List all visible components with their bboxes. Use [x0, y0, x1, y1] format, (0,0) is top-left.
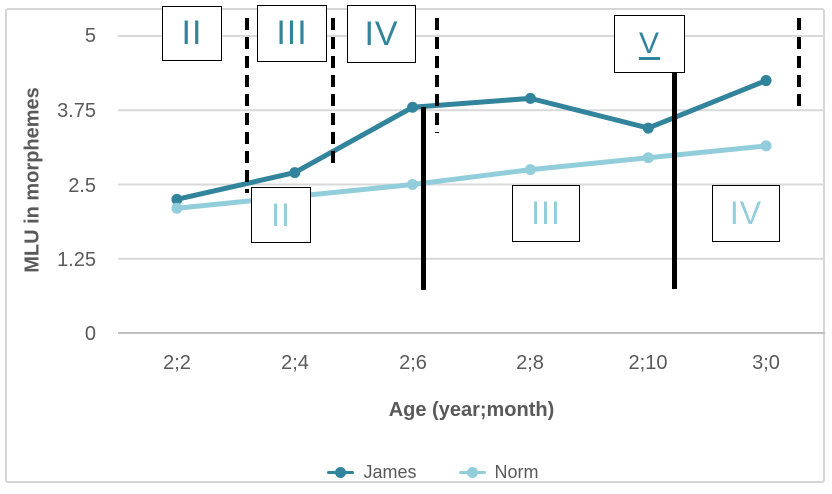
- norm-stage-label: III: [531, 195, 561, 231]
- legend-label-norm: Norm: [494, 462, 539, 482]
- y-tick-label-5: 5: [84, 25, 96, 47]
- y-tick-label-1-25: 1.25: [57, 249, 96, 271]
- x-axis-title: Age (year;month): [388, 399, 555, 421]
- norm-stage-box-ii: II: [251, 187, 311, 243]
- legend-item-norm[interactable]: Norm: [458, 462, 539, 482]
- james-stage-label: V: [638, 27, 660, 60]
- y-tick-label-2-5: 2.5: [68, 175, 96, 197]
- legend-label-james: James: [363, 462, 417, 482]
- james-stage-box-iii: III: [257, 5, 327, 62]
- james-stage-label: II: [181, 14, 203, 52]
- y-tick-label-3-75: 3.75: [57, 100, 96, 122]
- x-tick-label-2-8: 2;8: [516, 352, 544, 374]
- x-tick-label-2-4: 2;4: [281, 352, 309, 374]
- x-tick-label-2-6: 2;6: [399, 352, 427, 374]
- stage-boundary-solid-1: [421, 107, 426, 290]
- stage-boundary-dashed-2: [331, 18, 335, 166]
- x-tick-label-2-10: 2;10: [628, 352, 668, 374]
- legend-item-james[interactable]: James: [327, 462, 417, 482]
- norm-stage-box-iv: IV: [712, 185, 780, 242]
- chart-legend: James Norm: [0, 462, 832, 482]
- norm-stage-label: IV: [729, 195, 763, 231]
- james-stage-box-v: V: [614, 15, 685, 73]
- james-stage-box-iv: IV: [347, 5, 416, 63]
- y-tick-label-0: 0: [84, 323, 96, 345]
- james-stage-label: IV: [364, 14, 399, 53]
- stage-boundary-dashed-1: [245, 18, 249, 193]
- james-stage-label: III: [276, 14, 308, 52]
- x-tick-label-3-0: 3;0: [752, 352, 780, 374]
- stage-boundary-dashed-4: [797, 18, 801, 110]
- x-tick-label-2-2: 2;2: [163, 352, 191, 374]
- norm-stage-label: II: [271, 196, 291, 233]
- james-series-marker-icon: [327, 466, 355, 479]
- chart-frame: [5, 8, 825, 483]
- james-stage-box-ii: II: [162, 6, 222, 61]
- stage-boundary-dashed-3: [435, 18, 439, 133]
- norm-stage-box-iii: III: [512, 185, 580, 242]
- norm-series-marker-icon: [458, 466, 486, 479]
- y-axis-title: MLU in morphemes: [21, 87, 44, 273]
- stage-boundary-solid-2: [672, 68, 677, 289]
